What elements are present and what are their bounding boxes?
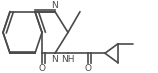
Text: N: N: [52, 1, 58, 10]
Text: N: N: [52, 55, 58, 64]
Text: NH: NH: [61, 55, 75, 64]
Text: O: O: [39, 64, 46, 73]
Text: O: O: [85, 64, 91, 73]
